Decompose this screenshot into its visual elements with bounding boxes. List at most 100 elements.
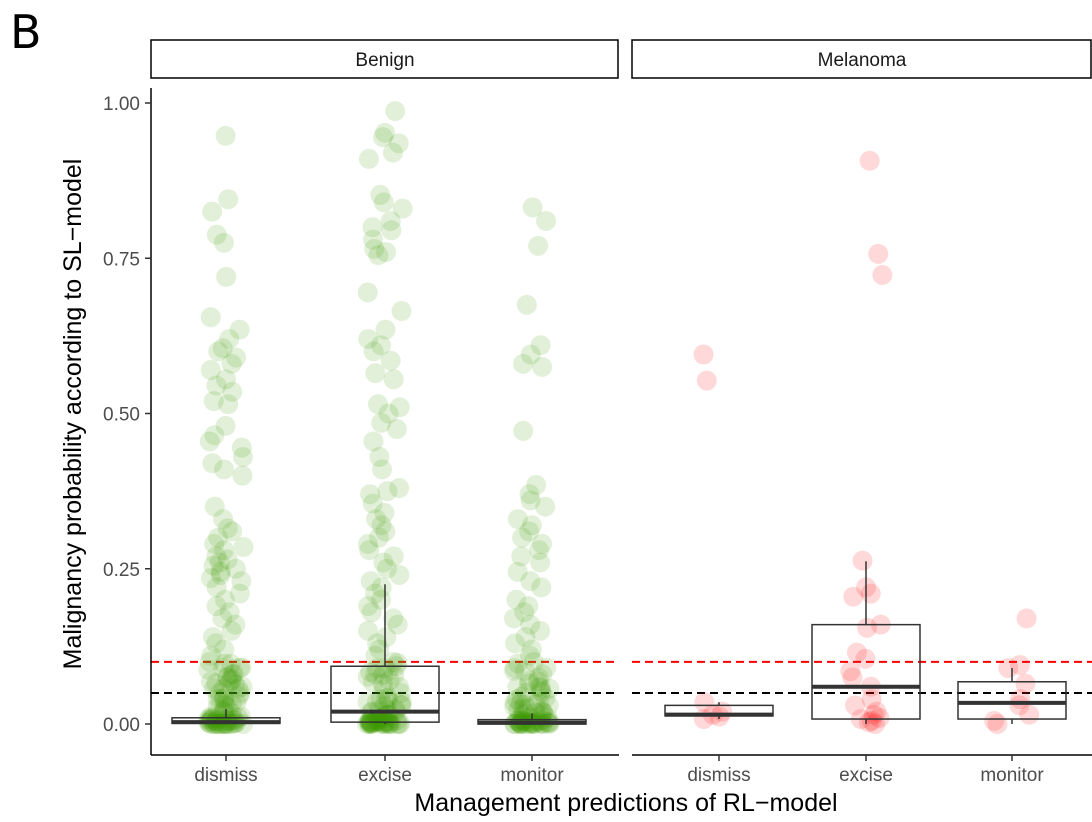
data-point	[518, 596, 539, 617]
data-point	[368, 711, 389, 732]
data-point	[372, 459, 393, 480]
data-point	[200, 671, 221, 692]
data-point	[228, 686, 249, 707]
x-tick-label: monitor	[500, 765, 564, 786]
data-point	[360, 661, 381, 682]
data-point	[530, 620, 551, 641]
y-axis-title: Malignancy probability according to SL−m…	[59, 159, 87, 670]
data-point	[215, 695, 236, 716]
data-point	[231, 437, 252, 458]
data-point	[365, 583, 386, 604]
data-point	[373, 552, 394, 573]
data-point	[512, 699, 533, 720]
data-point	[366, 658, 387, 679]
data-point	[386, 710, 407, 731]
facets-layer: Benign dismiss excise monitor Melanoma dismis…	[150, 39, 1092, 786]
data-point	[214, 540, 235, 561]
data-point	[861, 710, 882, 731]
data-point	[361, 713, 382, 734]
data-point	[379, 670, 400, 691]
data-point	[213, 678, 234, 699]
data-point	[507, 710, 528, 731]
data-point	[855, 648, 876, 669]
data-point	[360, 714, 381, 734]
data-point	[375, 688, 396, 709]
data-point	[531, 701, 552, 722]
points-layer	[693, 150, 1040, 734]
data-point	[372, 127, 393, 148]
data-point	[363, 341, 384, 362]
data-point	[507, 689, 528, 710]
data-point	[532, 664, 553, 685]
data-point	[359, 711, 380, 732]
y-tick-label: 0.25	[103, 560, 140, 581]
data-point	[378, 713, 399, 734]
data-point	[519, 521, 540, 542]
data-point	[370, 184, 391, 205]
data-point	[217, 666, 238, 687]
data-point	[218, 189, 239, 210]
data-point	[504, 692, 525, 713]
data-point	[225, 614, 246, 635]
data-point	[202, 201, 223, 222]
data-point	[857, 617, 878, 638]
box-excise	[811, 561, 921, 724]
data-point	[507, 677, 528, 698]
data-point	[380, 350, 401, 371]
data-point	[521, 515, 542, 536]
data-point	[206, 224, 227, 245]
data-point	[369, 711, 390, 732]
data-point	[200, 360, 221, 381]
data-point	[515, 627, 536, 648]
data-point	[217, 697, 238, 718]
y-tick-label: 0.50	[103, 405, 140, 426]
data-point	[223, 664, 244, 685]
data-point	[358, 620, 379, 641]
data-point	[522, 197, 543, 218]
data-point	[360, 713, 381, 734]
data-point	[377, 687, 398, 708]
data-point	[209, 682, 230, 703]
data-point	[987, 714, 1008, 734]
data-point	[357, 282, 378, 303]
data-point	[371, 412, 392, 433]
data-point	[514, 660, 535, 681]
data-point	[214, 639, 235, 660]
data-point	[358, 596, 379, 617]
data-point	[519, 484, 540, 505]
data-point	[386, 419, 407, 440]
data-point	[199, 431, 220, 452]
data-point	[859, 150, 880, 171]
box-body	[957, 681, 1067, 720]
data-point	[375, 122, 396, 143]
data-point	[865, 714, 886, 734]
data-point	[509, 710, 530, 731]
data-point	[212, 338, 233, 359]
data-point	[381, 220, 402, 241]
data-point	[375, 521, 396, 542]
data-point	[367, 710, 388, 731]
box-body	[811, 623, 921, 720]
data-point	[215, 415, 236, 436]
data-point	[214, 653, 235, 674]
data-point	[370, 689, 391, 710]
data-point	[198, 659, 219, 680]
data-point	[231, 657, 252, 678]
data-point	[868, 243, 889, 264]
data-point	[372, 673, 393, 694]
data-point	[984, 710, 1005, 731]
data-point	[220, 653, 241, 674]
data-point	[212, 608, 233, 629]
box-monitor	[957, 668, 1067, 724]
data-point	[225, 558, 246, 579]
data-point	[360, 710, 381, 731]
data-point	[858, 712, 879, 733]
data-point	[693, 709, 714, 730]
y-tick-label: 0.75	[103, 249, 140, 270]
data-point	[533, 703, 554, 724]
points-layer	[198, 101, 560, 734]
data-point	[1016, 608, 1037, 629]
data-point	[207, 689, 228, 710]
data-point	[357, 692, 378, 713]
